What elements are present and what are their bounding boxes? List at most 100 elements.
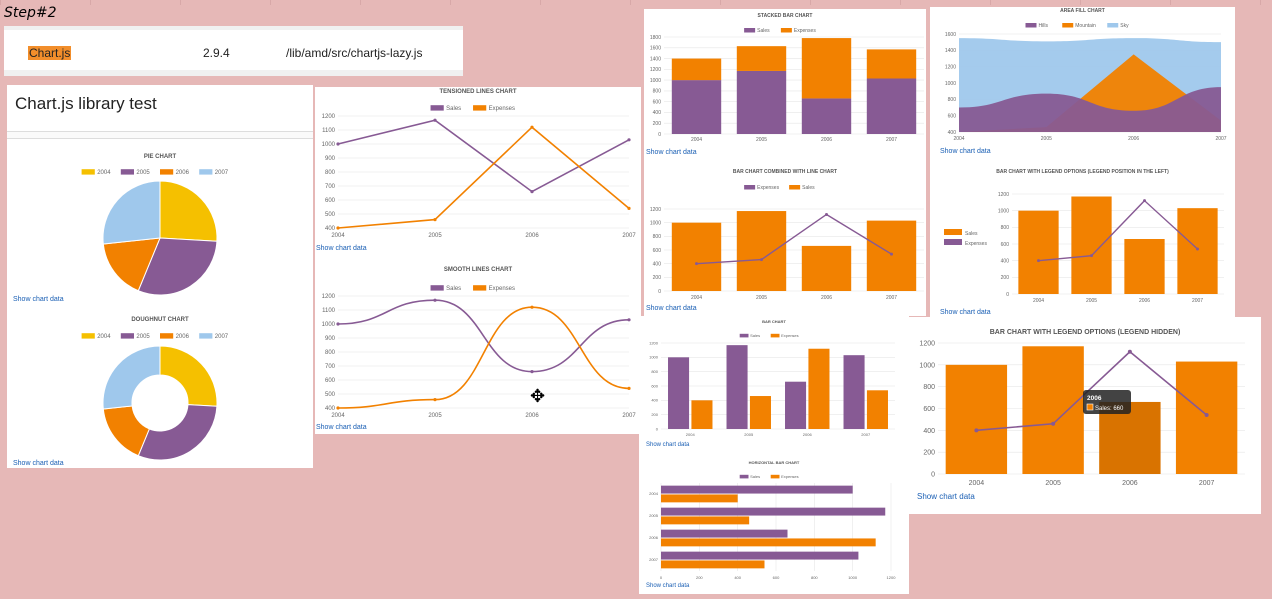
area-ytick-6: 400 [948, 130, 957, 136]
tensioned-show-data-link[interactable]: Show chart data [316, 245, 367, 252]
bar-bar-0-3 [843, 355, 865, 429]
bar-ytick-6: 0 [656, 426, 659, 431]
stacked-bar-1-1 [736, 46, 787, 71]
bar-legend-label-1: Expenses [781, 333, 799, 338]
area-show-data-link[interactable]: Show chart data [940, 148, 991, 155]
smooth-line-expenses [337, 306, 630, 409]
smooth-ytick-4: 800 [325, 350, 336, 356]
hidden-ytick-3: 600 [923, 406, 935, 413]
hbar-ytick-0: 2004 [649, 491, 659, 496]
stacked-show-data-link[interactable]: Show chart data [646, 149, 697, 156]
hidden-xtick-0: 2004 [969, 480, 985, 487]
pie-legend-swatch-2 [160, 169, 174, 175]
doughnut-chart-title: DOUGHNUT CHART [131, 317, 189, 323]
bar-chart: Sales Expenses 1200 1000 800 600 400 200 0 2004 20… [649, 333, 897, 580]
legendleft-point-1 [1090, 254, 1093, 258]
bar-legend-swatch-1 [770, 333, 780, 338]
legendleft-show-data-link[interactable]: Show chart data [940, 309, 991, 316]
doughnut-legend-swatch-2 [160, 333, 174, 339]
bar-legend-swatch-0 [739, 333, 749, 338]
stacked-ytick-6: 600 [653, 99, 662, 105]
area-legend-swatch-1 [1062, 23, 1074, 28]
hidden-xtick-1: 2005 [1045, 480, 1061, 487]
hidden-chart-title: BAR CHART WITH LEGEND OPTIONS (LEGEND HI… [989, 329, 1181, 336]
tensioned-legend-swatch-1 [473, 105, 487, 111]
doughnut-legend-label-3: 2007 [215, 334, 229, 340]
doughnut-slice-0 [159, 345, 218, 407]
stacked-bar-0-0 [671, 80, 722, 134]
smooth-ytick-7: 500 [325, 392, 336, 398]
hidden-ytick-4: 400 [923, 428, 935, 435]
smooth-point-1-0 [336, 406, 340, 410]
legendleft-xtick-3: 2007 [1192, 298, 1203, 304]
pie-legend-swatch-0 [81, 169, 95, 175]
page-title: Chart.js library test [15, 94, 157, 113]
smooth-legend-label-0: Sales [446, 286, 461, 292]
legendleft-bar-3 [1177, 208, 1218, 294]
smooth-point-0-2 [530, 370, 534, 374]
legendleft-xtick-2: 2006 [1139, 298, 1150, 304]
tensioned-legend-label-0: Sales [446, 106, 461, 112]
tensioned-xtick-3: 2007 [622, 233, 636, 239]
legendleft-xtick-0: 2004 [1033, 298, 1044, 304]
bar-bar-1-0 [691, 400, 713, 429]
combined-bar-0 [671, 222, 722, 291]
pie-legend-label-2: 2006 [176, 170, 190, 176]
stacked-ytick-2: 1400 [650, 56, 661, 62]
doughnut-show-data-link[interactable]: Show chart data [13, 460, 64, 467]
pie-legend-label-1: 2005 [136, 170, 150, 176]
bar-bar-0-0 [668, 357, 690, 429]
bar-bar-0-1 [726, 345, 748, 429]
hbar-bar-0-3 [661, 551, 859, 560]
tooltip-label: Sales: 660 [1095, 406, 1124, 412]
hbar-chart-title: HORIZONTAL BAR CHART [748, 460, 800, 465]
area-ytick-3: 1000 [945, 81, 956, 87]
smooth-legend-label-1: Expenses [489, 286, 515, 292]
combined-point-0 [695, 262, 698, 266]
legendleft-bar-2 [1124, 239, 1165, 294]
doughnut-legend-label-2: 2006 [176, 334, 190, 340]
legendleft-ytick-0: 1200 [998, 192, 1009, 198]
doughnut-legend-label-1: 2005 [136, 334, 150, 340]
hbar-xtick-6: 1200 [887, 575, 897, 580]
smooth-ytick-8: 400 [325, 406, 336, 412]
combined-show-data-link[interactable]: Show chart data [646, 305, 697, 312]
smooth-ytick-1: 1100 [322, 308, 336, 314]
bar-ytick-4: 400 [651, 398, 658, 403]
hidden-show-data-link[interactable]: Show chart data [917, 492, 975, 501]
smooth-show-data-link[interactable]: Show chart data [316, 424, 367, 431]
tooltip-box [1083, 390, 1131, 414]
stacked-ytick-0: 1800 [650, 35, 661, 41]
pie-chart-title: PIE CHART [143, 154, 177, 160]
combined-chart-title: BAR CHART COMBINED WITH LINE CHART [732, 169, 838, 175]
smooth-chart-title: SMOOTH LINES CHART [443, 267, 513, 273]
bar-ytick-0: 1200 [649, 340, 659, 345]
legendleft-swatch-1 [944, 239, 962, 245]
combined-xtick-3: 2007 [886, 295, 897, 301]
bar-bar-1-3 [866, 390, 888, 429]
pie-show-data-link[interactable]: Show chart data [13, 296, 64, 303]
tensioned-ytick-0: 1200 [322, 114, 336, 120]
bar-show-data-link[interactable]: Show chart data [646, 442, 690, 448]
tensioned-legend-label-1: Expenses [489, 106, 515, 112]
pie-chart: 2004 2005 2006 2007 2004 2005 2006 2007 [81, 169, 229, 461]
stacked-ytick-7: 400 [653, 110, 662, 116]
bar-xtick-1: 2005 [744, 432, 754, 437]
hidden-point-0 [974, 428, 979, 433]
legendleft-label-0: Sales [965, 231, 978, 237]
area-legendleft-panel: AREA FILL CHART Hills Mountain Sky 1600 1400… [930, 7, 1235, 318]
pie-legend-swatch-3 [199, 169, 213, 175]
hidden-bar-0 [945, 364, 1008, 474]
hbar-bar-0-2 [661, 529, 788, 538]
smooth-point-1-1 [433, 398, 437, 402]
stacked-ytick-5: 800 [653, 89, 662, 95]
stacked-bar-chart: Sales Expenses 1800 1600 1400 1200 1000 800 600 4… [650, 28, 924, 301]
hbar-show-data-link[interactable]: Show chart data [646, 583, 690, 589]
legend-hidden-chart: 1200 1000 800 600 400 200 0 2004 2005 2006 2007 200… [919, 340, 1245, 487]
legendleft-ytick-2: 800 [1001, 225, 1010, 231]
tensioned-point-0-0 [336, 142, 340, 146]
tensioned-ytick-2: 1000 [322, 142, 336, 148]
area-chart-title: AREA FILL CHART [1060, 8, 1105, 14]
hbar-ytick-2: 2006 [649, 535, 659, 540]
area-ytick-0: 1600 [945, 32, 956, 38]
